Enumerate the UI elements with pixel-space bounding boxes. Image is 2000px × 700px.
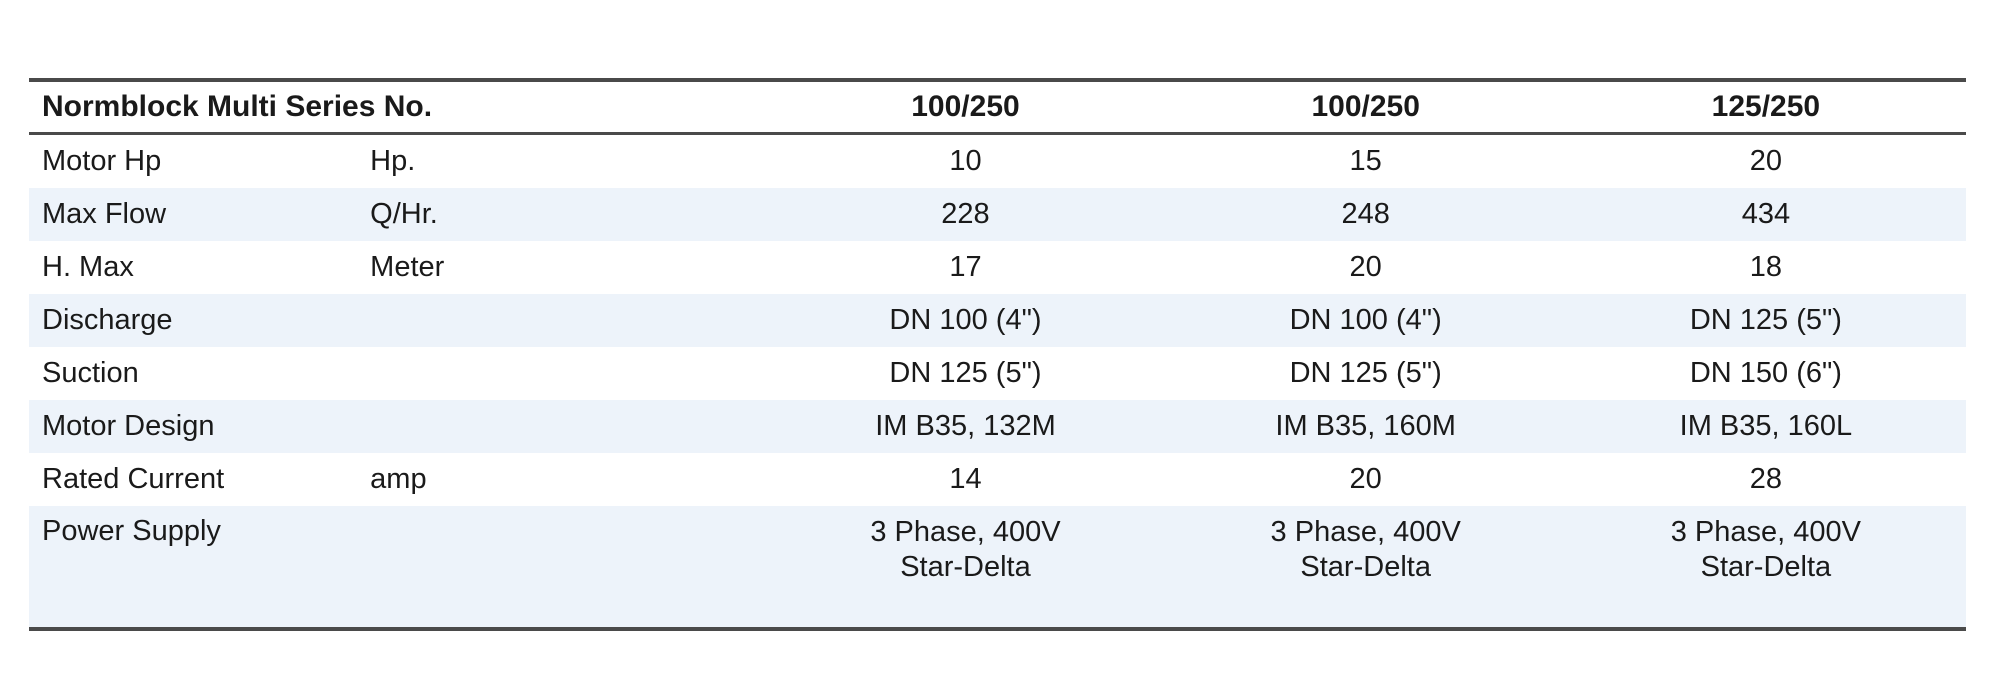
series-header-3: 125/250 — [1565, 80, 1966, 135]
cell-value: 28 — [1749, 463, 1783, 495]
cell-value: IM B35, 160L — [1679, 410, 1853, 442]
cell-value: 15 — [1349, 145, 1382, 177]
table-row-motor-design: Motor Design IM B35, 132M IM B35, 160M I… — [29, 400, 1966, 453]
cell-value: DN 125 (5") — [1689, 304, 1842, 336]
table-body: Motor Hp Hp. 10 15 20 Max Flow Q/Hr. 228… — [29, 134, 1966, 629]
cell-value: 3 Phase, 400V Star-Delta — [1270, 516, 1461, 583]
cell-value: 434 — [1741, 198, 1791, 230]
cell-value: DN 100 (4") — [1289, 304, 1442, 336]
series-header-2: 100/250 — [1165, 80, 1566, 135]
cell-value: DN 125 (5") — [889, 357, 1042, 389]
cell-value: IM B35, 132M — [875, 410, 1056, 442]
row-label: Power Supply — [42, 515, 221, 547]
row-unit — [360, 347, 765, 400]
table-header: Normblock Multi Series No. 100/250 100/2… — [29, 80, 1966, 135]
cell-value: 14 — [949, 463, 982, 495]
row-label: Rated Current — [42, 463, 225, 495]
row-label: Suction — [42, 357, 139, 389]
row-label: Motor Hp — [42, 145, 162, 177]
cell-value: 228 — [941, 198, 990, 230]
cell-value: 18 — [1749, 251, 1783, 283]
row-unit — [360, 400, 765, 453]
table-row-discharge: Discharge DN 100 (4") DN 100 (4") DN 125… — [29, 294, 1966, 347]
cell-value: 3 Phase, 400V Star-Delta — [870, 516, 1061, 583]
spec-table: Normblock Multi Series No. 100/250 100/2… — [29, 78, 1966, 631]
table-row-suction: Suction DN 125 (5") DN 125 (5") DN 150 (… — [29, 347, 1966, 400]
row-unit: Q/Hr. — [370, 198, 438, 230]
cell-value: 3 Phase, 400V Star-Delta — [1670, 516, 1862, 583]
row-unit — [360, 506, 765, 629]
table-row-power-supply: Power Supply 3 Phase, 400V Star-Delta 3 … — [29, 506, 1966, 629]
cell-value: 17 — [949, 251, 982, 283]
row-unit: Meter — [370, 251, 445, 283]
series-title-header: Normblock Multi Series No. — [29, 80, 766, 135]
series-header-1: 100/250 — [765, 80, 1166, 135]
row-unit: Hp. — [370, 145, 416, 177]
row-label: Max Flow — [42, 198, 167, 230]
cell-value: 20 — [1349, 251, 1382, 283]
cell-value: 10 — [949, 145, 982, 177]
table-row-h-max: H. Max Meter 17 20 18 — [29, 241, 1966, 294]
cell-value: IM B35, 160M — [1275, 410, 1456, 442]
cell-value: 248 — [1341, 198, 1390, 230]
cell-value: DN 100 (4") — [889, 304, 1042, 336]
cell-value: DN 150 (6") — [1689, 357, 1842, 389]
cell-value: DN 125 (5") — [1289, 357, 1442, 389]
row-unit: amp — [370, 463, 427, 495]
table-row-max-flow: Max Flow Q/Hr. 228 248 434 — [29, 188, 1966, 241]
table-row-rated-current: Rated Current amp 14 20 28 — [29, 453, 1966, 506]
cell-value: 20 — [1349, 463, 1382, 495]
row-label: H. Max — [42, 251, 134, 283]
table-row-motor-hp: Motor Hp Hp. 10 15 20 — [29, 134, 1966, 189]
row-label: Discharge — [42, 304, 173, 336]
row-label: Motor Design — [42, 410, 215, 442]
header-row: Normblock Multi Series No. 100/250 100/2… — [29, 80, 1966, 135]
row-unit — [360, 294, 765, 347]
cell-value: 20 — [1749, 145, 1783, 177]
